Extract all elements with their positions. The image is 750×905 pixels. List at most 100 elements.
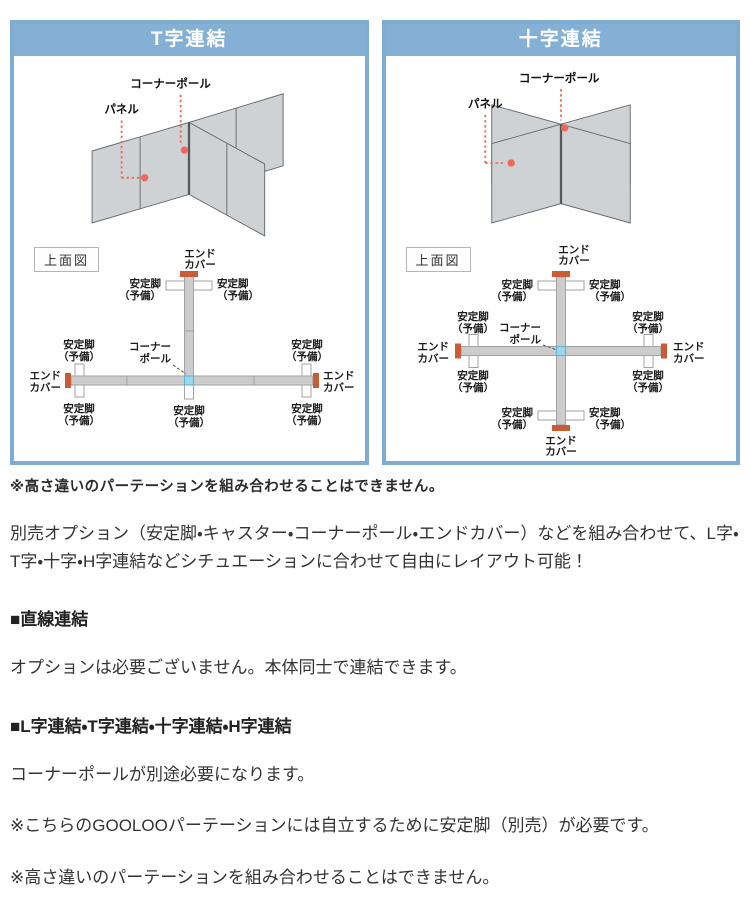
end-cover-label: エンド	[30, 370, 62, 382]
cross-topview-labels: エンド カバー 安定脚 （予備） 安定脚 （予備） 安定脚 （予備） エンド カ…	[417, 244, 704, 458]
panel-marker-dot	[507, 159, 515, 167]
end-cover-label: エンド	[673, 341, 705, 353]
stabilizer-label: 安定脚	[501, 406, 533, 419]
spare-label: （予備）	[58, 350, 100, 363]
end-cover-top	[551, 271, 570, 277]
t-topview-labels: エンド カバー 安定脚 （予備） 安定脚 （予備） 安定脚 （予備） エンド カ…	[30, 248, 355, 429]
cross-topview-shapes	[454, 271, 667, 431]
corner-pole-label: コーナー	[499, 322, 541, 334]
end-cover-right	[313, 373, 320, 388]
end-cover-left	[65, 373, 72, 388]
t-connection-top-view-diagram: エンド カバー 安定脚 （予備） 安定脚 （予備） 安定脚 （予備） エンド カ…	[30, 248, 355, 429]
stabilizer-label: 安定脚	[64, 338, 96, 351]
spare-label: （予備）	[491, 418, 533, 431]
t-3d-walls	[91, 93, 284, 237]
panel-leader-line	[120, 120, 140, 179]
panel-cross-connection: 十字連結 コーナーポール パネル	[381, 20, 740, 465]
spare-label: （予備）	[119, 289, 161, 302]
end-cover-top	[180, 271, 199, 277]
end-cover-right	[660, 343, 667, 359]
stabilizer-label: 安定脚	[217, 277, 249, 290]
spare-label: （予備）	[452, 322, 494, 335]
end-cover-left	[454, 343, 461, 359]
stabilizer-center	[184, 384, 195, 400]
stabilizer-label: 安定脚	[589, 278, 621, 291]
end-cover-label: エンド	[545, 435, 577, 447]
panel-t-connection: T字連結 コーナーポール	[10, 20, 369, 465]
cross-connection-top-view-diagram: エンド カバー 安定脚 （予備） 安定脚 （予備） 安定脚 （予備） エンド カ…	[417, 244, 704, 458]
note-height-mismatch: ※高さ違いのパーテーションを組み合わせることはできません。	[10, 867, 500, 887]
spare-label: （予備）	[58, 414, 100, 427]
spare-label: （予備）	[286, 350, 328, 363]
panel-leader-line	[484, 115, 506, 164]
corner-pole-label: ポール	[140, 352, 172, 365]
note-stabilizer-required: ※こちらのGOOLOOパーテーションには自立するために安定脚（別売）が必要です。	[10, 816, 659, 836]
spare-label: （予備）	[452, 381, 494, 394]
end-cover-label: エンド	[185, 248, 217, 260]
corner-pole-label: コーナーポール	[519, 71, 600, 85]
stabilizer-label: 安定脚	[64, 402, 96, 415]
cross-connection-3d-diagram: コーナーポール パネル	[468, 71, 631, 224]
height-warning-caption: ※高さ違いのパーテーションを組み合わせることはできません。	[10, 479, 444, 495]
end-cover-label: エンド	[558, 244, 590, 256]
corner-pole-marker-dot	[560, 124, 569, 132]
spare-label: （予備）	[589, 418, 631, 431]
panel-cross-body: コーナーポール パネル 上面図	[385, 59, 736, 461]
panel-label: パネル	[468, 98, 503, 111]
panel-t-header-title: T字連結	[14, 24, 365, 59]
stabilizer-label: 安定脚	[292, 402, 324, 415]
spare-label: （予備）	[217, 289, 259, 302]
stabilizer-label: 安定脚	[130, 277, 162, 290]
t-topview-shapes	[65, 271, 320, 400]
corner-pole-marker-dot	[180, 146, 189, 154]
top-view-label: 上面図	[34, 247, 100, 272]
t-connection-3d-diagram: コーナーポール パネル	[91, 76, 284, 237]
spare-label: （予備）	[627, 381, 669, 394]
intro-paragraph: 別売オプション（安定脚・キャスター・コーナーポール・エンドカバー）などを組み合わ…	[10, 524, 739, 571]
spare-label: （予備）	[627, 322, 669, 335]
stabilizer-label: 安定脚	[292, 338, 324, 351]
corner-pole-label: ポール	[509, 333, 541, 346]
end-cover-bottom	[551, 425, 570, 431]
spare-label: （予備）	[168, 416, 210, 429]
corner-pole-pointer	[172, 364, 187, 375]
stabilizer-label: 安定脚	[501, 278, 533, 291]
stabilizer-label: 安定脚	[632, 369, 664, 382]
corner-pole-marker	[184, 375, 195, 386]
stabilizer-label: 安定脚	[457, 310, 489, 323]
stabilizer-label: 安定脚	[589, 406, 621, 419]
top-view-label: 上面図	[405, 247, 471, 272]
corner-pole-label: コーナーポール	[130, 76, 211, 90]
stabilizer-label: 安定脚	[457, 369, 489, 382]
connection-diagrams: T字連結 コーナーポール	[10, 20, 740, 465]
end-cover-label: エンド	[323, 370, 355, 382]
end-cover-label: カバー	[673, 353, 705, 365]
spare-label: （予備）	[286, 414, 328, 427]
end-cover-label: カバー	[323, 382, 355, 394]
straight-connection-paragraph: オプションは必要ございません。本体同士で連結できます。	[10, 658, 467, 678]
end-cover-label: カバー	[417, 353, 449, 365]
corner-pole-marker	[555, 346, 566, 356]
corner-pole-label: コーナー	[129, 341, 171, 353]
corner-pole-pointer	[542, 344, 557, 351]
end-cover-label: カバー	[558, 255, 590, 267]
end-cover-label: カバー	[185, 259, 217, 271]
t-3d-callouts: コーナーポール パネル	[105, 76, 212, 182]
cross-3d-callouts: コーナーポール パネル	[468, 71, 600, 167]
spare-label: （予備）	[589, 290, 631, 303]
heading-straight-connection: ■直線連結	[10, 610, 89, 630]
panel-marker-dot	[141, 174, 149, 182]
stabilizer-label: 安定脚	[174, 404, 206, 417]
description-text: 別売オプション（安定脚・キャスター・コーナーポール・エンドカバー）などを組み合わ…	[10, 520, 740, 891]
corner-connections-paragraph: コーナーポールが別途必要になります。	[10, 764, 315, 784]
stabilizer-label: 安定脚	[632, 310, 664, 323]
end-cover-label: カバー	[545, 446, 577, 458]
heading-corner-connections: ■L字連結・T字連結・十字連結・H字連結	[10, 716, 292, 736]
panel-t-body: コーナーポール パネル 上面図	[14, 59, 365, 461]
end-cover-label: カバー	[30, 382, 62, 394]
panel-cross-header-title: 十字連結	[385, 24, 736, 59]
panel-label: パネル	[105, 103, 140, 116]
cross-3d-walls	[491, 104, 631, 224]
end-cover-label: エンド	[417, 341, 449, 353]
